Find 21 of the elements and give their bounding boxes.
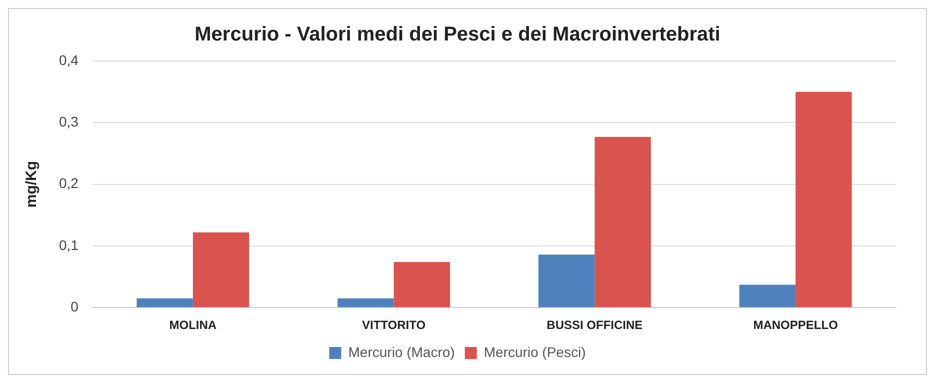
- y-tick-label: 0,2: [58, 175, 79, 192]
- x-tick-label: BUSSI OFFICINE: [546, 318, 643, 332]
- x-tick-label: MOLINA: [169, 318, 217, 332]
- bar: [136, 298, 193, 308]
- legend-label: Mercurio (Macro): [348, 344, 455, 360]
- bar: [796, 92, 852, 308]
- bar: [338, 298, 394, 308]
- y-tick-label: 0,1: [58, 236, 79, 253]
- x-tick-label: MANOPPELLO: [753, 318, 838, 332]
- bar: [739, 284, 796, 308]
- bar: [594, 136, 651, 308]
- bar: [394, 262, 450, 308]
- bar: [538, 254, 595, 308]
- x-tick-label: VITTORITO: [362, 318, 426, 332]
- y-tick-label: 0,3: [58, 114, 79, 130]
- legend-label: Mercurio (Pesci): [484, 344, 586, 360]
- y-tick-label: 0: [70, 298, 79, 314]
- y-tick-label: 0,4: [58, 52, 79, 68]
- chart-title: Mercurio - Valori medi dei Pesci e dei Macroinvertebrati: [194, 24, 720, 46]
- y-axis-title: mg/Kg: [23, 160, 40, 208]
- bar: [192, 232, 250, 308]
